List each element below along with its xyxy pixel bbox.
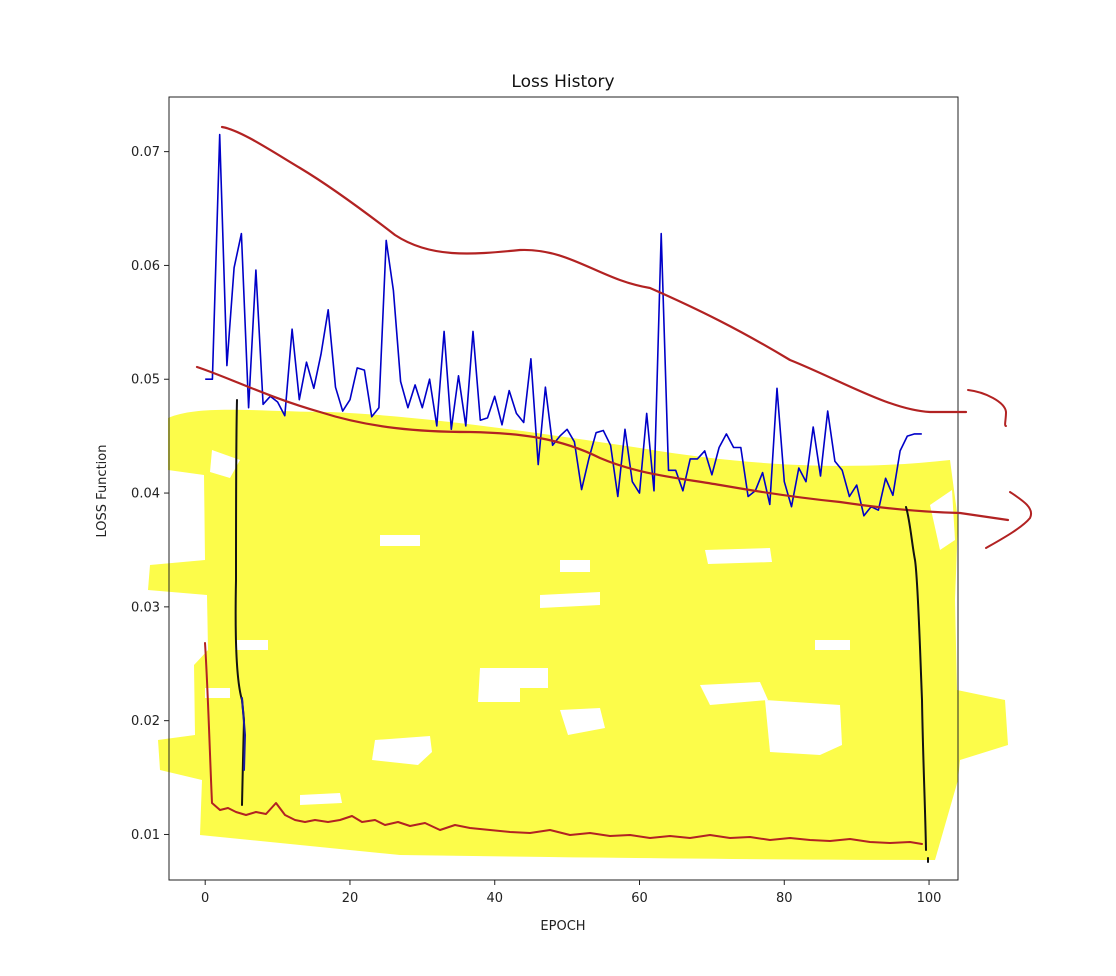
pen-annotations — [195, 125, 1033, 863]
loss-series-line — [205, 133, 922, 517]
y-tick-label: 0.02 — [131, 714, 160, 729]
series-layer — [205, 133, 922, 517]
x-tick-label: 0 — [201, 891, 209, 906]
blue-vertical-left-annotation — [241, 697, 246, 771]
x-tick-labels: 0 20 40 60 80 100 — [201, 891, 941, 906]
y-tick-label: 0.06 — [131, 259, 160, 274]
x-tick-label: 100 — [917, 891, 942, 906]
x-axis-label: EPOCH — [540, 919, 585, 934]
x-tick-label: 40 — [486, 891, 503, 906]
highlight-gaps — [205, 450, 955, 805]
black-vertical-left-annotation — [234, 399, 245, 806]
axes-frame — [168, 96, 959, 881]
red-lower-envelope-annotation — [195, 365, 1010, 522]
red-upper-envelope-annotation — [220, 125, 968, 414]
y-tick-label: 0.03 — [131, 600, 160, 615]
red-bottom-line-annotation — [204, 642, 923, 845]
x-tick-label: 20 — [342, 891, 359, 906]
y-axis-label: LOSS Function — [95, 445, 110, 538]
tick-marks — [164, 151, 930, 885]
chart-title: Loss History — [511, 72, 614, 92]
black-vertical-right-annotation — [905, 506, 927, 851]
yellow-highlight-annotation — [148, 409, 1008, 860]
red-arrow-tip-lower — [985, 491, 1033, 549]
x-tick-label: 60 — [631, 891, 648, 906]
y-tick-label: 0.04 — [131, 487, 160, 502]
red-arrow-tip-upper — [967, 389, 1007, 427]
y-tick-label: 0.07 — [131, 145, 160, 160]
y-tick-label: 0.05 — [131, 373, 160, 388]
y-tick-label: 0.01 — [131, 828, 160, 843]
y-tick-labels: 0.01 0.02 0.03 0.04 0.05 0.06 0.07 — [131, 145, 160, 843]
x-tick-label: 80 — [776, 891, 793, 906]
